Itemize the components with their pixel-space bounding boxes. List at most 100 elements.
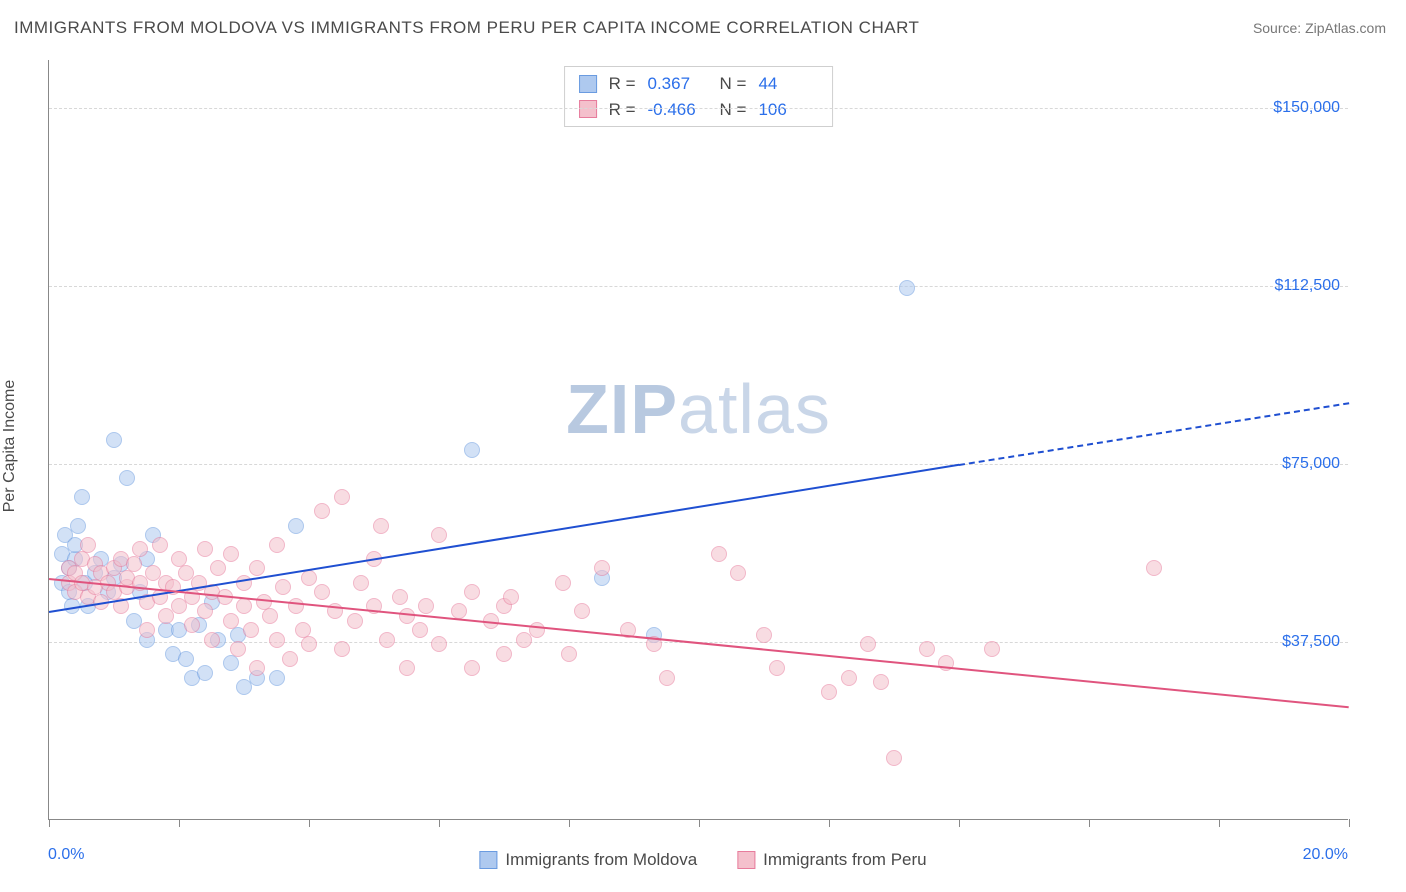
data-point-peru xyxy=(184,617,200,633)
watermark: ZIPatlas xyxy=(566,369,831,449)
x-tick xyxy=(179,819,180,827)
source-label: Source: ZipAtlas.com xyxy=(1253,20,1386,36)
data-point-peru xyxy=(503,589,519,605)
stats-row-moldova: R = 0.367 N = 44 xyxy=(579,71,819,97)
stats-legend-box: R = 0.367 N = 44 R = -0.466 N = 106 xyxy=(564,66,834,127)
data-point-peru xyxy=(204,632,220,648)
n-value: 44 xyxy=(758,71,818,97)
grid-line xyxy=(49,464,1348,465)
legend-item-moldova: Immigrants from Moldova xyxy=(479,850,697,870)
x-tick xyxy=(439,819,440,827)
data-point-peru xyxy=(496,646,512,662)
y-tick-label: $37,500 xyxy=(1282,633,1340,651)
y-tick-label: $75,000 xyxy=(1282,455,1340,473)
data-point-peru xyxy=(275,579,291,595)
bottom-legend: Immigrants from Moldova Immigrants from P… xyxy=(479,850,926,870)
data-point-moldova xyxy=(288,518,304,534)
legend-label: Immigrants from Moldova xyxy=(505,850,697,870)
swatch-moldova xyxy=(479,851,497,869)
data-point-peru xyxy=(262,608,278,624)
r-label: R = xyxy=(609,71,636,97)
swatch-peru xyxy=(737,851,755,869)
data-point-peru xyxy=(132,541,148,557)
data-point-moldova xyxy=(74,489,90,505)
data-point-peru xyxy=(236,575,252,591)
data-point-peru xyxy=(412,622,428,638)
data-point-peru xyxy=(236,598,252,614)
data-point-peru xyxy=(529,622,545,638)
data-point-peru xyxy=(1146,560,1162,576)
data-point-peru xyxy=(223,546,239,562)
data-point-peru xyxy=(152,537,168,553)
data-point-peru xyxy=(873,674,889,690)
y-tick-label: $150,000 xyxy=(1273,99,1340,117)
data-point-peru xyxy=(301,636,317,652)
grid-line xyxy=(49,108,1348,109)
r-value: -0.466 xyxy=(648,97,708,123)
x-tick xyxy=(309,819,310,827)
data-point-peru xyxy=(464,584,480,600)
data-point-peru xyxy=(353,575,369,591)
data-point-peru xyxy=(269,632,285,648)
chart-title: IMMIGRANTS FROM MOLDOVA VS IMMIGRANTS FR… xyxy=(14,18,919,38)
data-point-peru xyxy=(197,541,213,557)
x-tick xyxy=(829,819,830,827)
data-point-peru xyxy=(984,641,1000,657)
plot-area: ZIPatlas R = 0.367 N = 44 R = -0.466 N = 106 $3… xyxy=(48,60,1348,820)
grid-line xyxy=(49,286,1348,287)
data-point-peru xyxy=(379,632,395,648)
n-label: N = xyxy=(720,97,747,123)
data-point-moldova xyxy=(269,670,285,686)
data-point-moldova xyxy=(464,442,480,458)
x-tick xyxy=(1219,819,1220,827)
data-point-peru xyxy=(139,622,155,638)
data-point-peru xyxy=(223,613,239,629)
x-axis-max-label: 20.0% xyxy=(1303,846,1348,864)
r-label: R = xyxy=(609,97,636,123)
x-tick xyxy=(699,819,700,827)
data-point-peru xyxy=(555,575,571,591)
n-value: 106 xyxy=(758,97,818,123)
data-point-peru xyxy=(392,589,408,605)
data-point-peru xyxy=(80,537,96,553)
data-point-moldova xyxy=(899,280,915,296)
y-axis-title: Per Capita Income xyxy=(1,380,19,513)
data-point-peru xyxy=(197,603,213,619)
data-point-peru xyxy=(769,660,785,676)
data-point-peru xyxy=(431,636,447,652)
data-point-peru xyxy=(249,660,265,676)
stats-row-peru: R = -0.466 N = 106 xyxy=(579,97,819,123)
swatch-moldova xyxy=(579,75,597,93)
data-point-peru xyxy=(249,560,265,576)
data-point-peru xyxy=(126,556,142,572)
data-point-moldova xyxy=(197,665,213,681)
data-point-peru xyxy=(243,622,259,638)
legend-label: Immigrants from Peru xyxy=(763,850,926,870)
data-point-moldova xyxy=(106,432,122,448)
data-point-peru xyxy=(334,489,350,505)
x-tick xyxy=(1349,819,1350,827)
data-point-peru xyxy=(314,584,330,600)
data-point-peru xyxy=(288,598,304,614)
data-point-peru xyxy=(594,560,610,576)
data-point-peru xyxy=(919,641,935,657)
r-value: 0.367 xyxy=(648,71,708,97)
data-point-peru xyxy=(841,670,857,686)
x-axis-min-label: 0.0% xyxy=(48,846,84,864)
data-point-peru xyxy=(574,603,590,619)
x-tick xyxy=(1089,819,1090,827)
data-point-peru xyxy=(561,646,577,662)
data-point-moldova xyxy=(223,655,239,671)
data-point-peru xyxy=(431,527,447,543)
data-point-peru xyxy=(464,660,480,676)
x-tick xyxy=(49,819,50,827)
data-point-peru xyxy=(886,750,902,766)
data-point-peru xyxy=(821,684,837,700)
data-point-peru xyxy=(230,641,246,657)
n-label: N = xyxy=(720,71,747,97)
x-tick xyxy=(959,819,960,827)
data-point-peru xyxy=(659,670,675,686)
data-point-peru xyxy=(210,560,226,576)
data-point-peru xyxy=(711,546,727,562)
data-point-peru xyxy=(860,636,876,652)
